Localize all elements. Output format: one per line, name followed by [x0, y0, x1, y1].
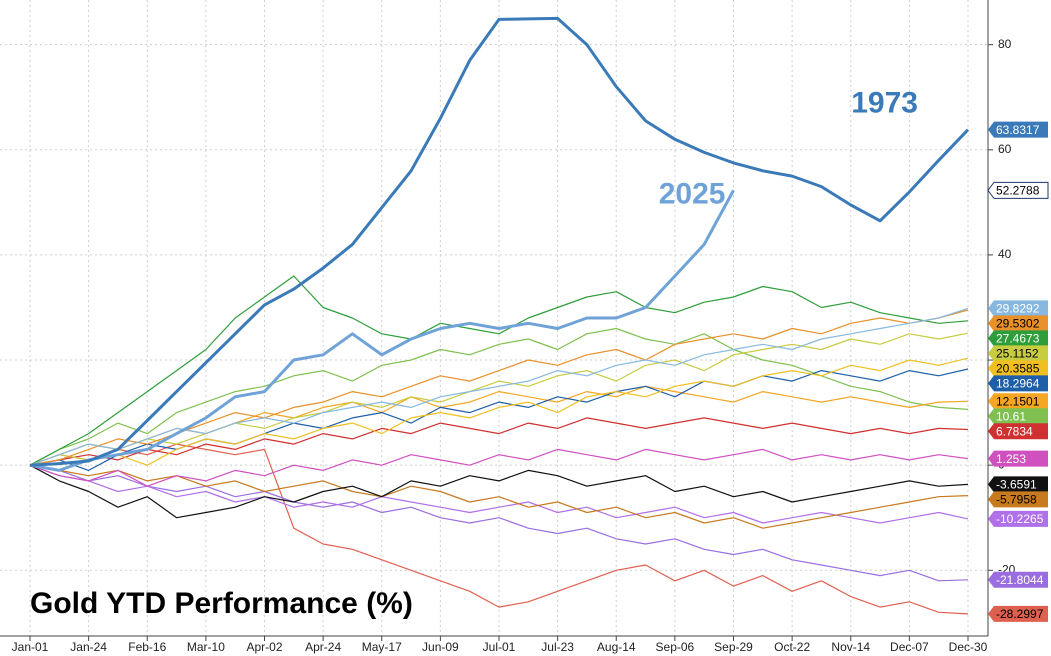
- series-name: 1973: [851, 87, 918, 120]
- value-tag: 20.3585: [988, 360, 1048, 377]
- y-tick-label: 60: [998, 142, 1012, 156]
- value-tag-label: 29.8292: [996, 302, 1040, 316]
- x-tick-label: Sep-06: [656, 640, 695, 654]
- series-line: [29, 464, 969, 524]
- x-tick-label: Nov-14: [831, 640, 870, 654]
- y-tick-label: 80: [998, 37, 1012, 51]
- value-tag-label: -28.2997: [996, 607, 1044, 621]
- value-tag: 18.2964: [988, 375, 1048, 392]
- x-tick-label: Apr-24: [305, 640, 341, 654]
- value-tag-box: [988, 360, 1048, 377]
- value-tag: 12.1501: [988, 393, 1048, 410]
- series-line: [29, 417, 969, 466]
- x-tick-label: Jan-01: [12, 640, 49, 654]
- value-tag: -28.2997: [988, 605, 1048, 622]
- value-tag-box: [988, 605, 1048, 622]
- value-tag-box: [988, 408, 1048, 425]
- x-tick-label: May-17: [362, 640, 402, 654]
- x-tick-label: Feb-16: [128, 640, 166, 654]
- series-line: [29, 275, 969, 466]
- y-tick-label: 40: [998, 247, 1012, 261]
- value-tag: 29.5302: [988, 315, 1048, 332]
- x-tick-label: Dec-07: [890, 640, 929, 654]
- value-tag-box: [988, 491, 1048, 508]
- value-tag-box: [988, 571, 1048, 588]
- value-tag-label: 29.5302: [996, 317, 1040, 331]
- x-tick-label: Apr-02: [246, 640, 282, 654]
- value-tag: 6.7834: [988, 423, 1048, 440]
- value-tag-label: 10.61: [996, 409, 1026, 423]
- value-tag: -10.2265: [988, 510, 1048, 527]
- value-tag-label: 20.3585: [996, 362, 1040, 376]
- x-tick-label: Jul-23: [541, 640, 574, 654]
- value-tag-label: 1.253: [996, 452, 1026, 466]
- value-tag-label: 52.2788: [996, 184, 1040, 198]
- series-line: [29, 464, 969, 582]
- value-tag: 27.4673: [988, 330, 1048, 347]
- x-tick-label: Aug-14: [597, 640, 636, 654]
- value-tag-label: -21.8044: [996, 573, 1044, 587]
- chart-title: Gold YTD Performance (%): [30, 587, 413, 620]
- series-line: [29, 464, 969, 529]
- value-tag-box: [988, 476, 1048, 493]
- value-tag: 10.61: [988, 408, 1048, 425]
- value-tag-label: 63.8317: [996, 123, 1040, 137]
- x-tick-label: Sep-29: [714, 640, 753, 654]
- x-tick-label: Jul-01: [483, 640, 516, 654]
- x-tick-label: Oct-22: [774, 640, 810, 654]
- value-tag-box: [988, 510, 1048, 527]
- value-tag: -5.7958: [988, 491, 1048, 508]
- value-tag-label: -10.2265: [996, 512, 1044, 526]
- value-tag: 63.8317: [988, 121, 1048, 138]
- value-tag-label: -3.6591: [996, 478, 1037, 492]
- series-line: [29, 464, 969, 519]
- value-tag-label: 12.1501: [996, 394, 1040, 408]
- series-line: [29, 307, 969, 466]
- value-tag: 25.1152: [988, 345, 1048, 362]
- series-line: [29, 189, 735, 472]
- series-line: [29, 16, 970, 467]
- series-line: [29, 332, 969, 466]
- x-tick-label: Mar-10: [187, 640, 225, 654]
- value-tag: 52.2788: [987, 181, 1049, 199]
- value-tag-label: -5.7958: [996, 493, 1037, 507]
- value-tag-label: 18.2964: [996, 377, 1040, 391]
- x-tick-label: Jan-24: [70, 640, 107, 654]
- series-line: [29, 357, 969, 471]
- value-tag-box: [988, 423, 1048, 440]
- value-tag: -21.8044: [988, 571, 1048, 588]
- value-tag-label: 25.1152: [996, 347, 1039, 361]
- value-tag-label: 27.4673: [996, 332, 1040, 346]
- value-tag-box: [988, 393, 1048, 410]
- series-line: [29, 448, 969, 487]
- value-tag-box: [987, 181, 1049, 199]
- value-tag-box: [988, 300, 1048, 317]
- value-tag: 29.8292: [988, 300, 1048, 317]
- x-tick-label: Jun-09: [422, 640, 459, 654]
- value-tag-box: [988, 315, 1048, 332]
- value-tag: 1.253: [988, 450, 1048, 467]
- value-tag-box: [988, 375, 1048, 392]
- value-tag-label: 6.7834: [996, 424, 1033, 438]
- value-tag: -3.6591: [988, 476, 1048, 493]
- value-tag-box: [988, 121, 1048, 138]
- x-tick-label: Dec-30: [949, 640, 988, 654]
- value-tag-box: [988, 450, 1048, 467]
- value-tag-box: [988, 345, 1048, 362]
- series-line: [29, 327, 969, 466]
- series-name: 2025: [659, 177, 726, 210]
- value-tag-box: [988, 330, 1048, 347]
